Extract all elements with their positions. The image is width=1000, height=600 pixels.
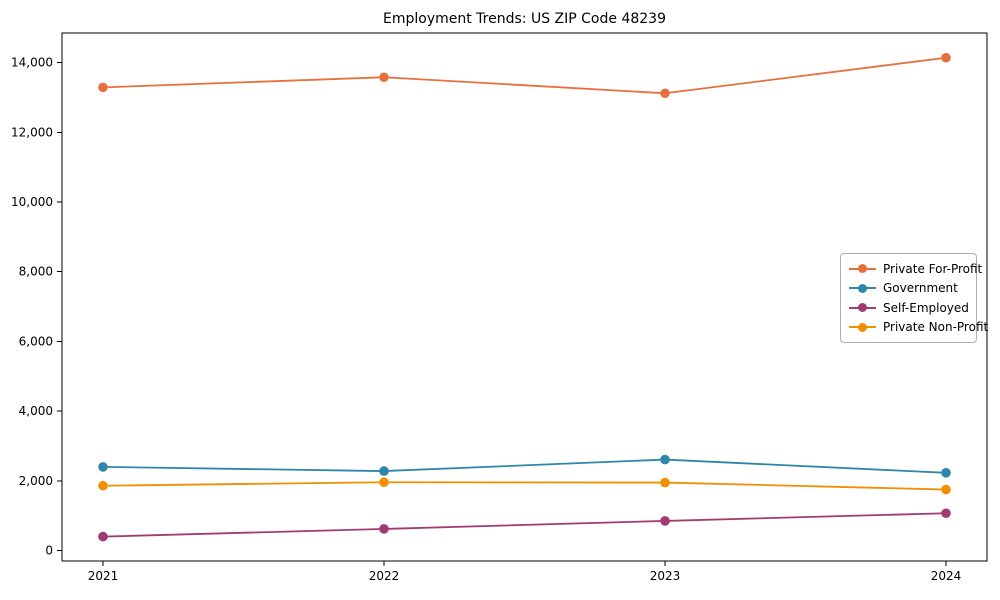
- series-line-private-for-profit: [102, 56, 947, 95]
- legend-item: Private For-Profit: [849, 263, 982, 275]
- data-point-private-for-profit: [941, 52, 951, 63]
- x-tick-label: 2021: [88, 569, 119, 583]
- y-tick-label: 8,000: [19, 265, 53, 279]
- y-tick-label: 10,000: [11, 195, 53, 209]
- y-tick-label: 4,000: [19, 404, 53, 418]
- axes-frame: [61, 32, 988, 562]
- data-point-government: [660, 454, 670, 465]
- y-tick-label: 2,000: [19, 474, 53, 488]
- data-point-private-non-profit: [379, 477, 389, 488]
- legend-item: Private Non-Profit: [849, 321, 988, 333]
- y-tick-label: 12,000: [11, 125, 53, 139]
- legend-label: Self-Employed: [883, 300, 969, 315]
- data-point-private-for-profit: [379, 72, 389, 83]
- data-point-government: [941, 468, 951, 478]
- series-line-government: [102, 458, 947, 474]
- x-tick-label: 2024: [931, 569, 962, 583]
- data-point-self-employed: [98, 531, 108, 542]
- data-point-private-non-profit: [98, 480, 108, 491]
- x-tick-label: 2022: [369, 569, 400, 583]
- legend-label: Private For-Profit: [883, 261, 983, 276]
- legend-item: Government: [849, 282, 968, 294]
- line-marker-icon: [849, 303, 876, 313]
- legend-label: Government: [883, 281, 958, 296]
- line-marker-icon: [849, 264, 876, 274]
- line-marker-icon: [849, 322, 876, 332]
- data-point-private-for-profit: [98, 82, 108, 93]
- legend-label: Private Non-Profit: [883, 320, 989, 335]
- x-tick-label: 2023: [650, 569, 681, 583]
- legend: Private For-Profit Government Self-Emplo…: [840, 253, 988, 343]
- data-point-private-non-profit: [941, 484, 951, 495]
- y-tick-label: 14,000: [11, 56, 53, 70]
- data-point-private-non-profit: [660, 477, 670, 488]
- series-line-self-employed: [102, 512, 947, 538]
- y-tick-label: 6,000: [19, 334, 53, 348]
- data-point-self-employed: [660, 516, 670, 526]
- data-point-private-for-profit: [660, 88, 670, 99]
- data-point-self-employed: [941, 508, 951, 519]
- data-point-government: [98, 462, 108, 472]
- y-tick-label: 0: [45, 544, 53, 558]
- series-line-private-non-profit: [102, 481, 947, 491]
- line-marker-icon: [849, 283, 876, 293]
- data-point-self-employed: [379, 524, 389, 534]
- chart-title: Employment Trends: US ZIP Code 48239: [383, 11, 666, 27]
- legend-item: Self-Employed: [849, 300, 969, 315]
- data-point-government: [379, 466, 389, 476]
